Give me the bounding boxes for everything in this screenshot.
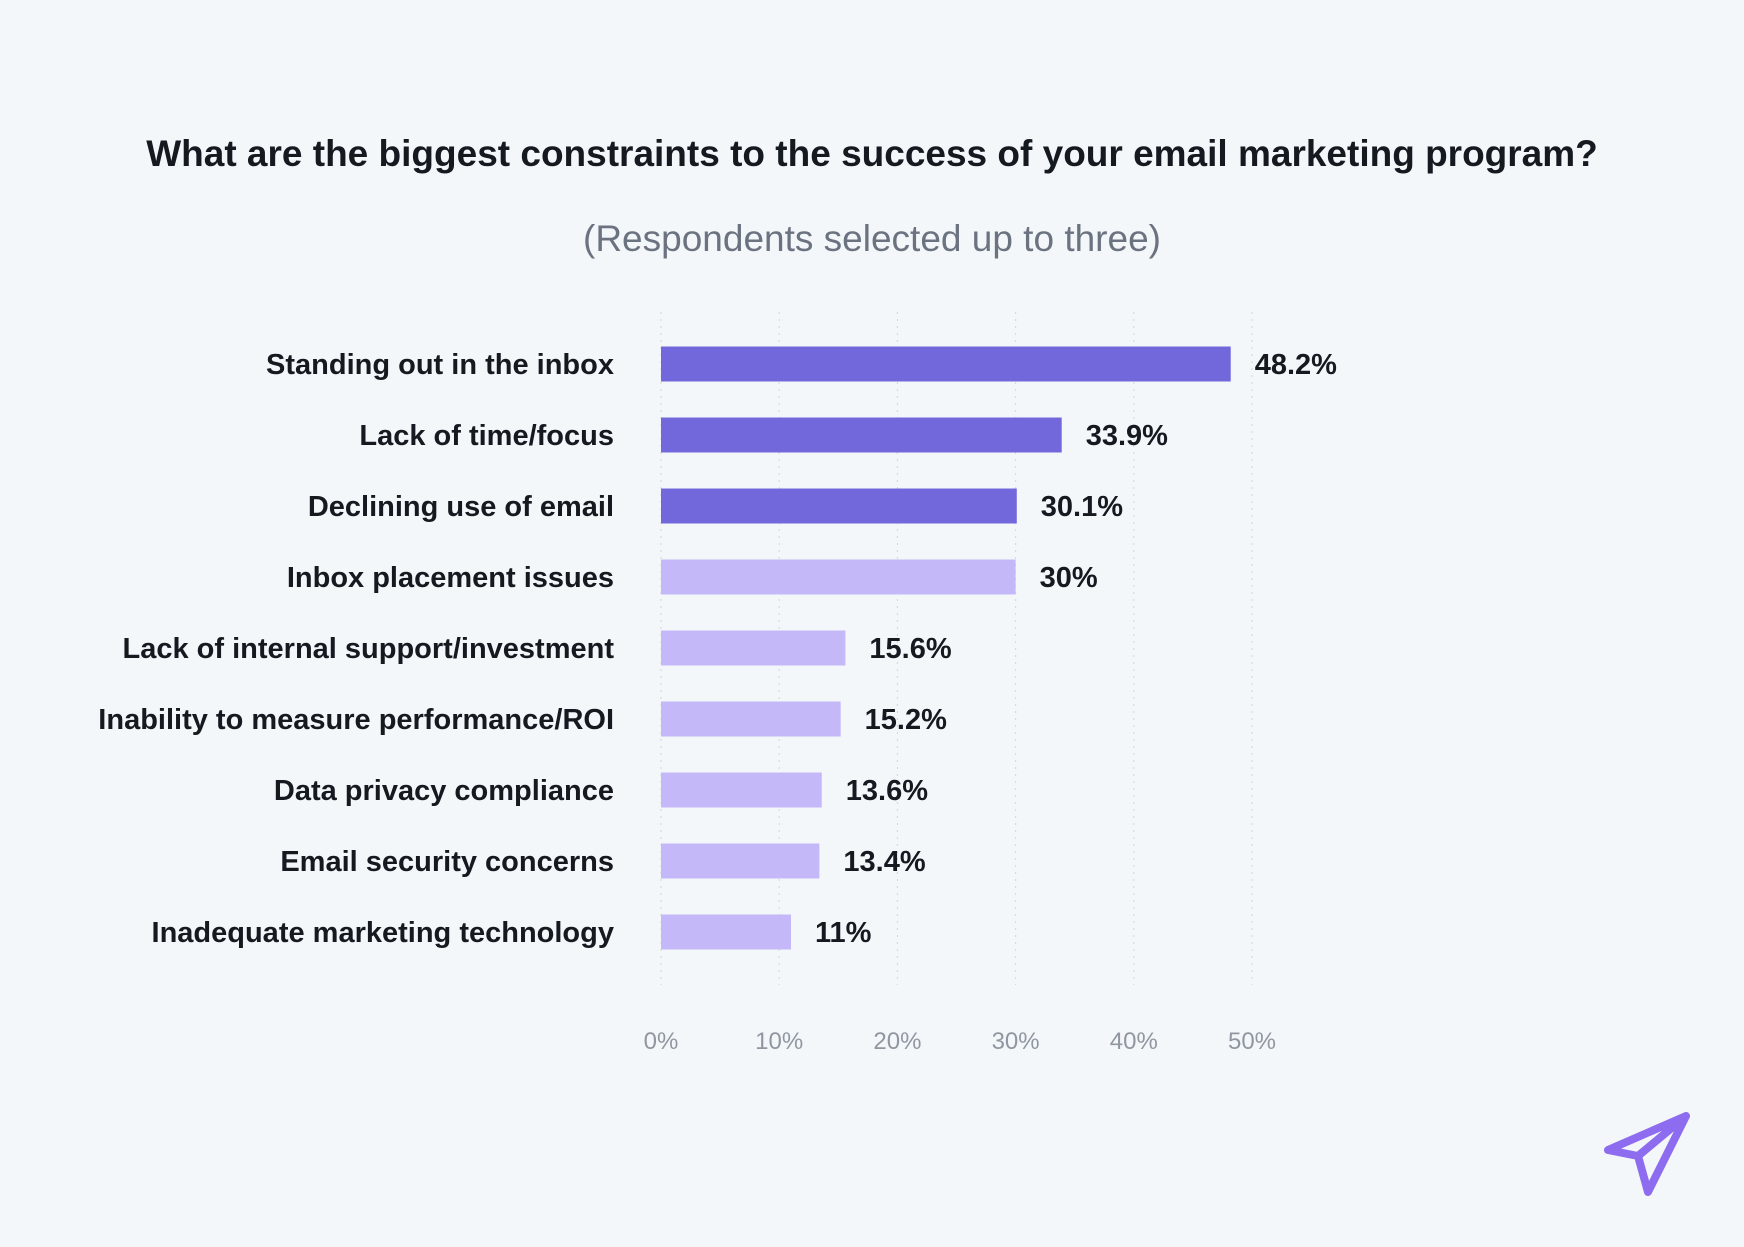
value-label: 13.6% bbox=[846, 775, 928, 807]
bar bbox=[661, 843, 820, 879]
category-label: Email security concerns bbox=[280, 846, 614, 878]
category-label: Lack of internal support/investment bbox=[123, 633, 615, 665]
value-label: 48.2% bbox=[1255, 349, 1337, 381]
value-label: 15.6% bbox=[869, 633, 951, 665]
category-label: Lack of time/focus bbox=[359, 420, 614, 452]
x-tick-label: 0% bbox=[644, 1028, 679, 1055]
bar bbox=[661, 772, 822, 808]
category-label: Inadequate marketing technology bbox=[152, 917, 614, 949]
value-label: 30.1% bbox=[1041, 491, 1123, 523]
value-labels: 48.2% 33.9% 30.1% 30% 15.6% 15.2% 13.6% 13.4% 11… bbox=[815, 349, 1337, 949]
category-label: Inbox placement issues bbox=[287, 562, 614, 594]
value-label: 13.4% bbox=[843, 846, 925, 878]
paper-plane-icon bbox=[1604, 1112, 1690, 1196]
category-label: Inability to measure performance/ROI bbox=[98, 704, 614, 736]
bars bbox=[661, 346, 1231, 950]
category-label: Declining use of email bbox=[308, 491, 614, 523]
bar bbox=[661, 559, 1016, 595]
value-label: 11% bbox=[815, 917, 872, 949]
value-label: 33.9% bbox=[1086, 420, 1168, 452]
bar bbox=[661, 701, 841, 737]
bar bbox=[661, 914, 792, 950]
x-tick-label: 20% bbox=[873, 1028, 921, 1055]
chart-subtitle: (Respondents selected up to three) bbox=[583, 218, 1161, 259]
category-labels: Standing out in the inbox Lack of time/fo… bbox=[98, 349, 614, 949]
bar bbox=[661, 488, 1017, 524]
value-label: 15.2% bbox=[865, 704, 947, 736]
bar bbox=[661, 346, 1231, 382]
x-tick-label: 10% bbox=[755, 1028, 803, 1055]
bar bbox=[661, 417, 1062, 453]
value-label: 30% bbox=[1040, 562, 1098, 594]
chart-title: What are the biggest constraints to the … bbox=[146, 133, 1598, 174]
x-tick-label: 50% bbox=[1228, 1028, 1276, 1055]
x-tick-label: 30% bbox=[992, 1028, 1040, 1055]
category-label: Standing out in the inbox bbox=[266, 349, 614, 381]
bar bbox=[661, 630, 846, 666]
category-label: Data privacy compliance bbox=[274, 775, 614, 807]
x-tick-label: 40% bbox=[1110, 1028, 1158, 1055]
x-axis-ticks: 0% 10% 20% 30% 40% 50% bbox=[644, 1028, 1276, 1055]
